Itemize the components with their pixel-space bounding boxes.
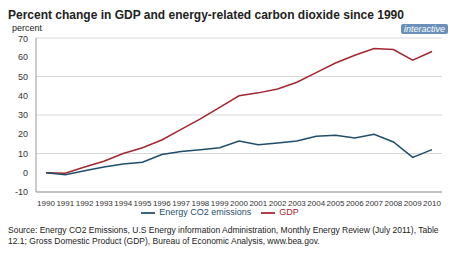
svg-text:1993: 1993 bbox=[95, 199, 113, 208]
svg-text:0: 0 bbox=[23, 168, 28, 178]
svg-text:2010: 2010 bbox=[423, 199, 441, 208]
html-text:percent: percent bbox=[12, 23, 42, 33]
html-text:GDP: GDP bbox=[279, 207, 299, 218]
svg-text:60: 60 bbox=[18, 52, 28, 62]
svg-text:30: 30 bbox=[18, 110, 28, 120]
svg-text:20: 20 bbox=[18, 129, 28, 139]
svg-text:1998: 1998 bbox=[192, 199, 210, 208]
svg-text:1994: 1994 bbox=[114, 199, 132, 208]
svg-text:1997: 1997 bbox=[172, 199, 190, 208]
svg-text:10: 10 bbox=[18, 149, 28, 159]
svg-text:1990: 1990 bbox=[37, 199, 55, 208]
svg-text:2004: 2004 bbox=[307, 199, 325, 208]
svg-text:2005: 2005 bbox=[327, 199, 345, 208]
html-text:Percent change in GDP and ener: Percent change in GDP and energy-related… bbox=[8, 8, 404, 22]
svg-text:2000: 2000 bbox=[230, 199, 248, 208]
svg-text:2009: 2009 bbox=[404, 199, 422, 208]
svg-text:2002: 2002 bbox=[269, 199, 287, 208]
svg-text:2006: 2006 bbox=[346, 199, 364, 208]
svg-text:2007: 2007 bbox=[365, 199, 383, 208]
html-text:interactive: interactive bbox=[404, 24, 445, 34]
svg-text:1991: 1991 bbox=[56, 199, 74, 208]
svg-text:1999: 1999 bbox=[211, 199, 229, 208]
svg-text:1996: 1996 bbox=[153, 199, 171, 208]
svg-text:50: 50 bbox=[18, 72, 28, 82]
svg-text:-10: -10 bbox=[15, 187, 28, 197]
svg-text:40: 40 bbox=[18, 91, 28, 101]
svg-text:1995: 1995 bbox=[134, 199, 152, 208]
html-text:Source: Energy CO2 Emissions,: Source: Energy CO2 Emissions, U.S Energy… bbox=[8, 225, 439, 246]
svg-text:2003: 2003 bbox=[288, 199, 306, 208]
svg-text:1992: 1992 bbox=[76, 199, 94, 208]
svg-text:70: 70 bbox=[18, 34, 28, 44]
svg-text:2008: 2008 bbox=[385, 199, 403, 208]
html-text:Energy CO2 emissions: Energy CO2 emissions bbox=[159, 207, 252, 218]
svg-text:2001: 2001 bbox=[249, 199, 267, 208]
